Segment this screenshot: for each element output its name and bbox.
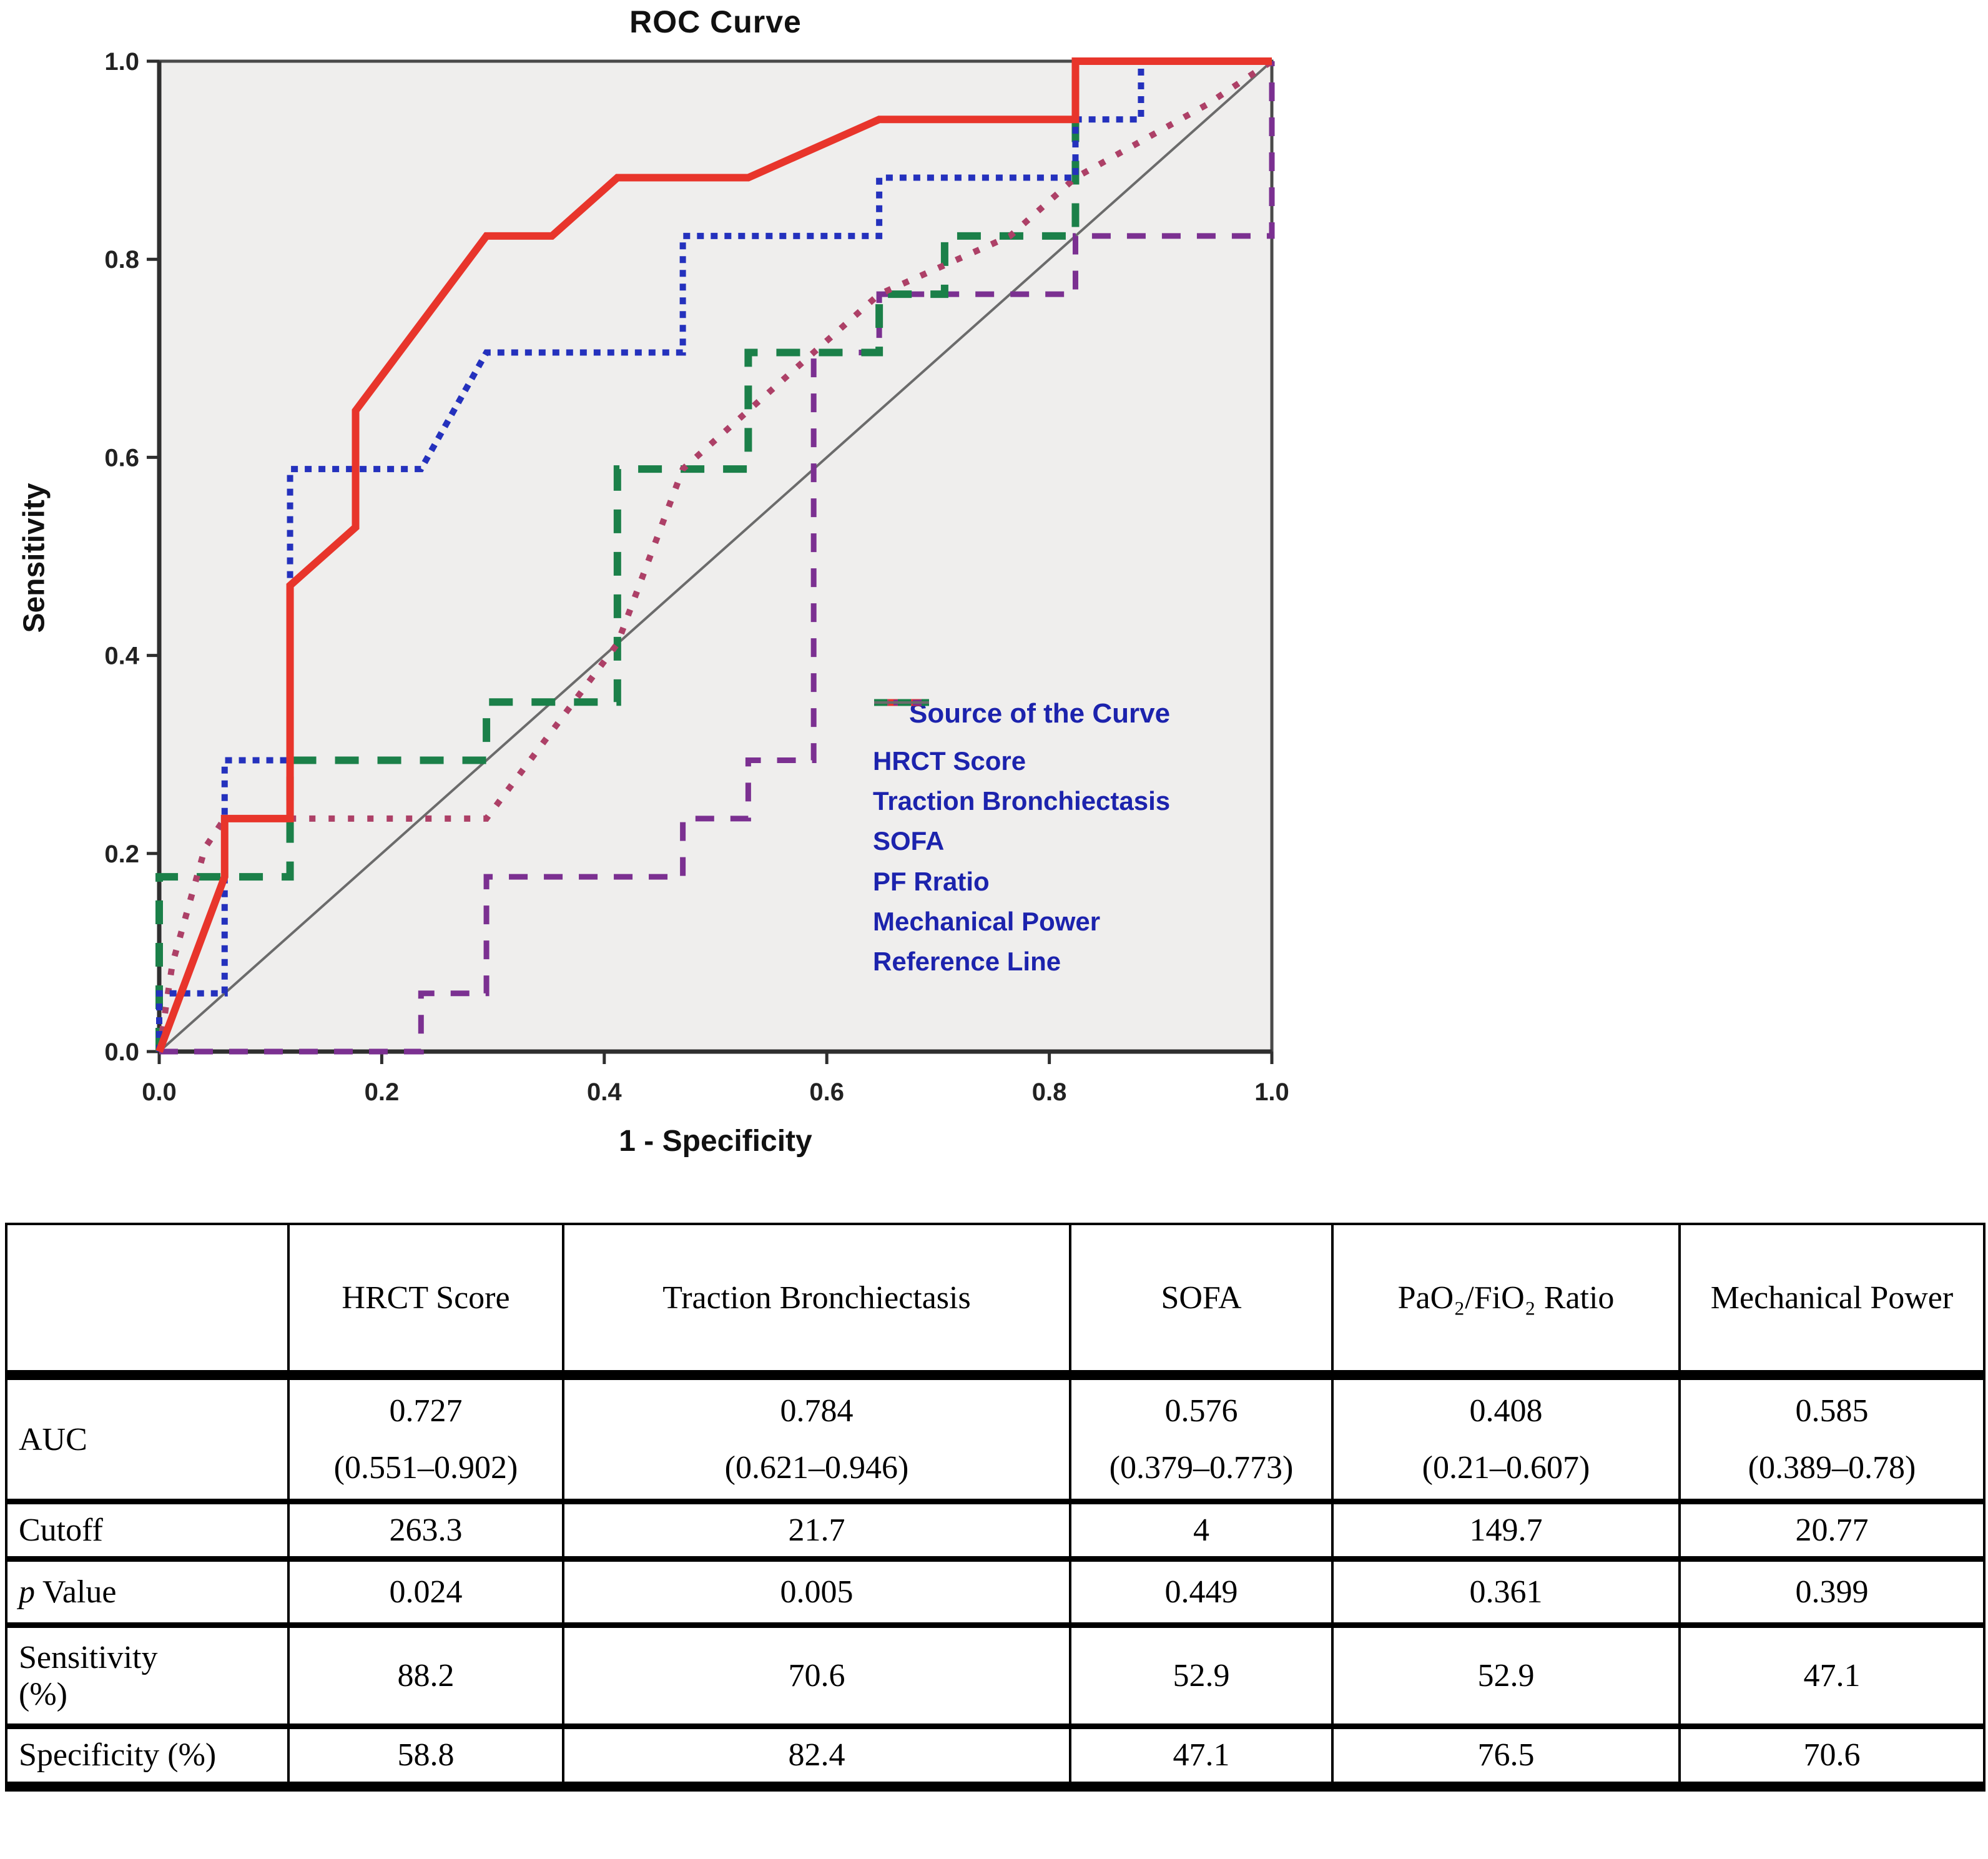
table-cell: 4: [1069, 1499, 1334, 1561]
legend-item-hrct-score: HRCT Score: [873, 699, 1285, 776]
table-cell: 21.7: [562, 1499, 1071, 1561]
row-label-spec: Specificity (%): [5, 1723, 290, 1792]
x-tick-label: 0.4: [587, 1078, 622, 1106]
row-label-pvalue: p Value: [5, 1556, 290, 1627]
table-cell: 20.77: [1678, 1499, 1986, 1561]
table-row-pvalue: p Value 0.024 0.005 0.449 0.361 0.399: [5, 1556, 1986, 1627]
table-column-header: [5, 1223, 290, 1380]
table-column-header: Traction Bronchiectasis: [562, 1223, 1071, 1380]
curve-traction-bronchiectasis: [155, 57, 1272, 1053]
legend-item-traction-bronchiectasis: Traction Bronchiectasis: [873, 699, 1285, 816]
curve-sofa: [156, 58, 1274, 1052]
legend-label: SOFA: [873, 826, 945, 856]
table-cell: 52.9: [1331, 1622, 1681, 1728]
table-cell: 0.585 (0.389–0.78): [1678, 1372, 1986, 1503]
table-cell: 149.7: [1331, 1499, 1681, 1561]
legend-swatch-reference-line: [874, 701, 929, 704]
table-cell: 0.784 (0.621–0.946): [562, 1372, 1071, 1503]
y-tick-label: 0.0: [104, 1038, 139, 1066]
table-column-header: HRCT Score: [287, 1223, 564, 1380]
legend-items: HRCT Score Traction Bronchiectasis SOFA PF …: [873, 699, 1285, 976]
table-cell: 70.6: [1678, 1723, 1986, 1792]
table-cell: 0.005: [562, 1556, 1071, 1627]
legend-title: Source of the Curve: [909, 698, 1171, 729]
legend-item-reference-line: Reference Line: [873, 701, 1285, 976]
table-cell: 52.9: [1069, 1622, 1334, 1728]
table-cell: 47.1: [1069, 1723, 1334, 1792]
roc-chart-figure: ROC Curve 0.0 0.2 0.4 0.6 0.8 1.0 0.0 0.2 0.4 0.6…: [17, 4, 1289, 1158]
legend-label: Reference Line: [873, 946, 1061, 976]
table-cell: 0.399: [1678, 1556, 1986, 1627]
table-row-sens: Sensitivity (%) 88.2 70.6 52.9 52.9 47.1: [5, 1622, 1986, 1728]
legend-item-mechanical-power: Mechanical Power: [873, 699, 1285, 936]
x-tick-label: 0.8: [1032, 1078, 1067, 1106]
table-cell: 82.4: [562, 1723, 1071, 1792]
table-row-auc: AUC 0.727 (0.551–0.902) 0.784 (0.621–0.946…: [5, 1372, 1986, 1503]
curve-pf-rratio: [159, 61, 1275, 1055]
y-tick-label: 0.4: [104, 643, 139, 670]
row-label-cutoff: Cutoff: [5, 1499, 290, 1561]
table-row-cutoff: Cutoff 263.3 21.7 4 149.7 20.77: [5, 1499, 1986, 1561]
table-cell: 70.6: [562, 1622, 1071, 1728]
y-tick-label: 0.6: [104, 444, 139, 471]
y-tick-label: 0.8: [104, 246, 139, 274]
table-cell: 88.2: [287, 1622, 564, 1728]
y-tick-label: 1.0: [104, 48, 139, 76]
table-column-header: PaO₂/FiO₂ Ratio: [1331, 1223, 1681, 1380]
x-axis-label: 1 - Specificity: [619, 1125, 812, 1158]
table-column-header: Mechanical Power: [1678, 1223, 1986, 1380]
table-cell: 0.408 (0.21–0.607): [1331, 1372, 1681, 1503]
chart-legend: Source of the Curve HRCT Score Traction B…: [873, 698, 1285, 987]
y-tick-label: 0.2: [104, 841, 139, 868]
table-cell: 76.5: [1331, 1723, 1681, 1792]
row-label-auc: AUC: [5, 1372, 290, 1503]
roc-plot-svg: 0.0 0.2 0.4 0.6 0.8 1.0 0.0 0.2 0.4 0.6 0.8 1.0: [104, 48, 1289, 1106]
legend-label: Traction Bronchiectasis: [873, 786, 1171, 816]
x-tick-label: 0.6: [809, 1078, 844, 1106]
x-tick-label: 0.0: [142, 1078, 177, 1106]
table-cell: 0.727 (0.551–0.902): [287, 1372, 564, 1503]
table-header-row: HRCT Score Traction Bronchiectasis SOFA PaO…: [5, 1223, 1986, 1380]
roc-statistics-table: HRCT Score Traction Bronchiectasis SOFA PaO…: [5, 1223, 1986, 1792]
curve-reference-line: [158, 60, 1273, 1053]
y-axis-label: Sensitivity: [17, 483, 51, 633]
table-cell: 0.024: [287, 1556, 564, 1627]
table-column-header: SOFA: [1069, 1223, 1334, 1380]
legend-item-sofa: SOFA: [873, 699, 1285, 856]
table-cell: 47.1: [1678, 1622, 1986, 1728]
legend-item-pf-rratio: PF Rratio: [873, 699, 1285, 896]
legend-label: Mechanical Power: [873, 906, 1101, 936]
table-cell: 263.3: [287, 1499, 564, 1561]
legend-label: HRCT Score: [873, 746, 1026, 776]
row-label-sens: Sensitivity (%): [5, 1622, 290, 1728]
legend-label: PF Rratio: [873, 866, 990, 896]
x-tick-label: 1.0: [1254, 1078, 1289, 1106]
table-row-spec: Specificity (%) 58.8 82.4 47.1 76.5 70.6: [5, 1723, 1986, 1792]
table-cell: 0.576 (0.379–0.773): [1069, 1372, 1334, 1503]
table-cell: 0.449: [1069, 1556, 1334, 1627]
table-cell: 58.8: [287, 1723, 564, 1792]
table-cell: 0.361: [1331, 1556, 1681, 1627]
x-tick-label: 0.2: [365, 1078, 400, 1106]
chart-title: ROC Curve: [629, 4, 802, 39]
